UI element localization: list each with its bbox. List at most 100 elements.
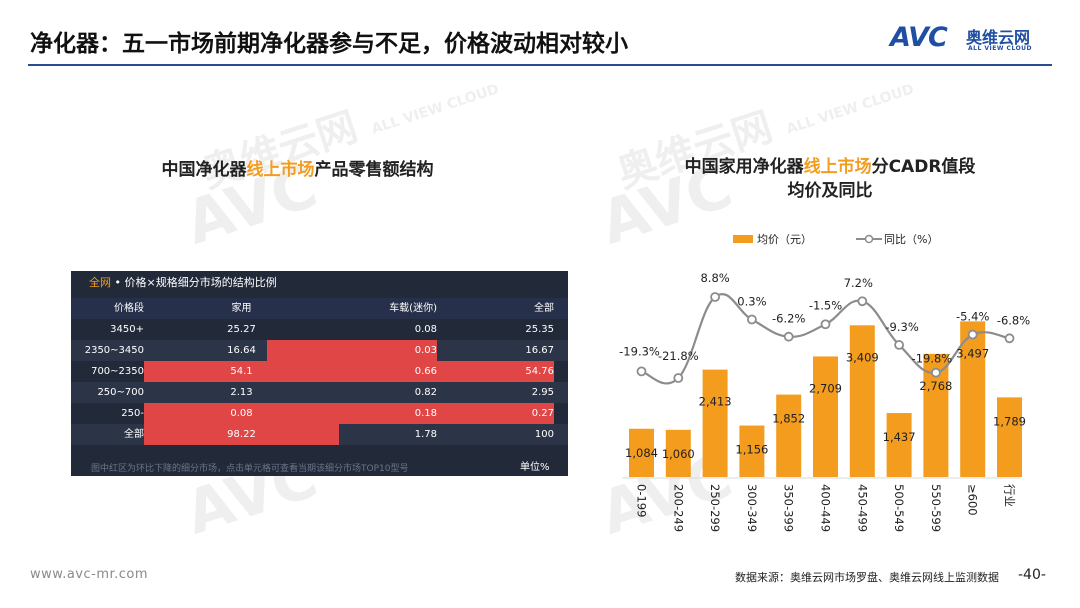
table-caption-scope[interactable]: 全网: [89, 276, 111, 289]
table-cell: 250-: [121, 408, 144, 419]
bar: [739, 425, 765, 477]
table-cell[interactable]: 2.95: [531, 387, 554, 398]
footer-url[interactable]: www.avc-mr.com: [30, 567, 149, 582]
yoy-marker: [636, 366, 647, 377]
avc-logo: AVC 奥维云网 ALL VIEW CLOUD: [890, 22, 1060, 58]
yoy-value-label: -21.8%: [658, 349, 699, 363]
table-cell[interactable]: 25.35: [525, 324, 554, 335]
bar-value-label: 1,156: [735, 443, 768, 457]
bar-value-label: 1,789: [993, 414, 1026, 428]
legend-line-marker: [864, 234, 874, 244]
table-header-cell: 车载(迷你): [389, 303, 437, 314]
table-cell[interactable]: 16.64: [227, 345, 256, 356]
cadr-price-chart: 均价（元） 同比（%） 1,084 1,060 2,413 1,156 1,852 2,709…: [619, 233, 1030, 532]
bar-value-label: 3,497: [956, 346, 989, 360]
yoy-marker: [820, 319, 831, 330]
bar: [702, 369, 728, 477]
yoy-value-label: -9.3%: [885, 320, 918, 334]
table-cell[interactable]: 0.18: [267, 403, 437, 424]
yoy-marker: [967, 329, 978, 340]
yoy-value-label: 8.8%: [700, 271, 729, 285]
yoy-value-label: -19.8%: [912, 352, 953, 366]
bar-value-label: 1,084: [625, 446, 658, 460]
table-header-row: 价格段 家用 车载(迷你) 全部: [71, 298, 568, 319]
table-row: 全部 98.22 1.78 100: [71, 424, 568, 445]
x-tick-label: 450-499: [855, 484, 869, 532]
logo-mark: AVC: [890, 22, 948, 53]
bar: [813, 356, 838, 477]
x-tick-label: 550-599: [929, 484, 943, 532]
table-cell[interactable]: 0.08: [414, 324, 437, 335]
yoy-marker: [710, 292, 720, 302]
table-cell[interactable]: 1.78: [414, 429, 437, 440]
logo-cn: 奥维云网: [966, 28, 1031, 47]
bar: [665, 429, 691, 477]
table-header-cell: 全部: [534, 303, 554, 314]
table-cell: 3450+: [110, 324, 144, 335]
table-cell[interactable]: 0.66: [267, 361, 437, 382]
yoy-value-label: -19.3%: [619, 344, 660, 358]
table-cell[interactable]: 98.22: [144, 424, 339, 445]
yoy-value-label: -6.8%: [997, 313, 1030, 327]
legend-bar-swatch: [733, 235, 753, 243]
yoy-marker: [1004, 333, 1015, 344]
bar: [886, 413, 912, 477]
yoy-value-label: 7.2%: [844, 276, 873, 290]
table-row: 250~700 2.13 0.82 2.95: [71, 382, 568, 403]
x-tick-label: 350-399: [782, 484, 796, 532]
table-cell[interactable]: 16.67: [525, 345, 554, 356]
table-caption: 全网 • 价格×规格细分市场的结构比例: [89, 276, 277, 289]
bar-value-label: 3,409: [846, 350, 879, 364]
left-chart-title: 中国净化器线上市场产品零售额结构: [161, 160, 434, 180]
x-tick-label: 250-299: [708, 484, 722, 532]
legend-bar-label: 均价（元）: [757, 233, 812, 246]
yoy-value-label: 0.3%: [737, 295, 766, 309]
x-tick-label: 400-449: [819, 484, 833, 532]
table-cell[interactable]: 0.82: [414, 387, 437, 398]
table-cell[interactable]: 0.03: [267, 340, 437, 361]
table-cell[interactable]: 54.76: [437, 361, 554, 382]
bar: [849, 325, 875, 477]
table-cell[interactable]: 0.27: [437, 403, 554, 424]
bar: [960, 321, 986, 477]
yoy-value-label: -5.4%: [956, 310, 989, 324]
x-tick-label: 500-549: [892, 484, 906, 532]
title-divider: [28, 64, 1052, 66]
bar-value-label: 2,709: [809, 381, 842, 395]
x-tick-label: 0-199: [635, 484, 649, 517]
page-title: 净化器：五一市场前期净化器参与不足，价格波动相对较小: [30, 31, 628, 57]
yoy-value-label: -1.5%: [809, 298, 842, 312]
x-tick-label: ≥600: [966, 484, 980, 516]
bar: [997, 397, 1022, 477]
yoy-marker: [857, 296, 868, 307]
logo-en: ALL VIEW CLOUD: [968, 45, 1033, 52]
right-chart-title: 中国家用净化器线上市场分CADR值段 均价及同比: [684, 157, 976, 201]
table-row: 250- 0.08 0.18 0.27: [71, 403, 568, 424]
table-cell[interactable]: 2.13: [230, 387, 253, 398]
x-tick-label: 300-349: [745, 484, 759, 532]
bar-value-label: 1,060: [662, 447, 695, 461]
yoy-marker: [894, 340, 905, 350]
yoy-marker: [673, 373, 684, 383]
structure-table: 全网 • 价格×规格细分市场的结构比例 价格段 家用 车载(迷你) 全部 3450+ 25…: [71, 271, 568, 476]
table-note: 图中红区为环比下降的细分市场，点击单元格可查看当期该细分市场TOP10型号: [91, 464, 409, 474]
table-cell: 700~2350: [91, 366, 144, 377]
table-cell[interactable]: 100: [534, 429, 554, 440]
bar-value-label: 2,413: [699, 395, 732, 409]
bar-value-label: 1,852: [772, 412, 805, 426]
bar: [629, 428, 654, 477]
bar-value-label: 2,768: [919, 379, 952, 393]
x-tick-label: 行业: [1003, 484, 1017, 507]
table-cell: 250~700: [97, 387, 144, 398]
table-row: 700~2350 54.1 0.66 54.76: [71, 361, 568, 382]
yoy-value-label: -6.2%: [772, 312, 805, 326]
bar: [776, 394, 802, 477]
table-row: 2350~3450 16.64 0.03 16.67: [71, 340, 568, 361]
table-row: 3450+ 25.27 0.08 25.35: [71, 319, 568, 340]
table-header-cell: 价格段: [114, 303, 144, 314]
table-cell[interactable]: 25.27: [227, 324, 256, 335]
table-cell: 全部: [124, 429, 144, 440]
table-header-cell: 家用: [231, 303, 252, 314]
table-unit: 单位%: [520, 462, 550, 473]
legend-line-label: 同比（%）: [884, 233, 938, 246]
